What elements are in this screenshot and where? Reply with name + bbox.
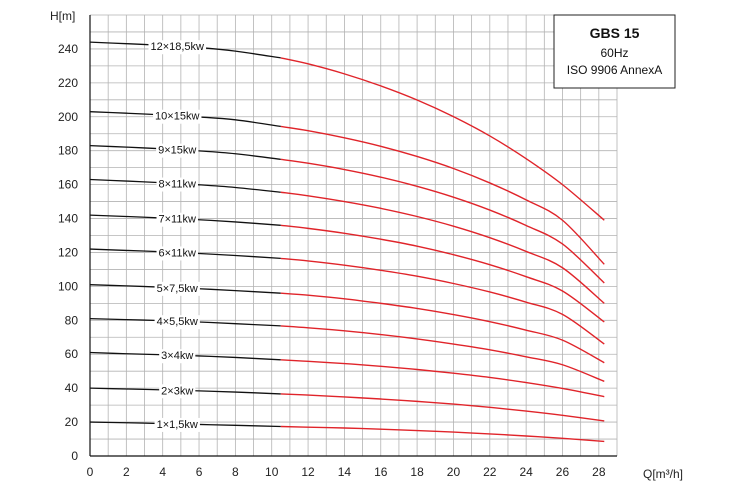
y-tick-label: 180: [58, 144, 78, 158]
curve-label: 12×18,5kw: [150, 41, 204, 53]
curve-label: 7×11kw: [159, 214, 196, 226]
curve-operating-range-segment: [280, 125, 605, 265]
chart-subtitle-standard: ISO 9906 AnnexA: [567, 63, 662, 77]
curve-label-background: [156, 246, 198, 261]
y-tick-label: 80: [65, 313, 79, 327]
curve-operating-range-segment: [280, 191, 605, 304]
x-tick-label: 14: [338, 465, 352, 479]
curve-operating-range-segment: [280, 292, 605, 364]
y-tick-label: 0: [71, 449, 78, 463]
curve-operating-range-segment: [280, 359, 605, 398]
y-tick-label: 100: [58, 279, 78, 293]
x-axis-title: Q[m³/h]: [643, 467, 683, 481]
grid: [89, 14, 618, 457]
x-tick-label: 10: [265, 465, 279, 479]
chart-subtitle-frequency: 60Hz: [600, 46, 628, 60]
curve-operating-range-segment: [280, 425, 605, 443]
y-tick-label: 220: [58, 76, 78, 90]
y-tick-label: 240: [58, 42, 78, 56]
x-tick-label: 20: [447, 465, 461, 479]
curve-label-background: [156, 212, 198, 227]
curve-label: 2×3kw: [161, 385, 193, 397]
curve-operating-range-segment: [280, 325, 605, 383]
curve-label-background: [154, 417, 200, 432]
curve-operating-range-segment: [280, 158, 605, 284]
curve-operating-range-segment: [280, 257, 605, 345]
curves: [89, 41, 605, 443]
y-tick-label: 120: [58, 245, 78, 259]
curve-label-background: [156, 143, 199, 158]
y-axis-title: H[m]: [50, 9, 75, 23]
curve-label: 3×4kw: [161, 350, 193, 362]
curve-label-background: [148, 40, 207, 55]
curve-label: 1×1,5kw: [157, 419, 198, 431]
x-tick-label: 16: [374, 465, 388, 479]
y-tick-label: 60: [65, 347, 79, 361]
y-tick-label: 160: [58, 178, 78, 192]
x-tick-label: 4: [159, 465, 166, 479]
legend-box: GBS 15 60Hz ISO 9906 AnnexA: [553, 14, 676, 89]
y-tick-label: 140: [58, 212, 78, 226]
x-tick-label: 24: [519, 465, 533, 479]
x-tick-label: 8: [232, 465, 239, 479]
x-tick-label: 2: [123, 465, 130, 479]
x-tick-label: 18: [410, 465, 424, 479]
curve-label-background: [159, 384, 196, 399]
curve-label-background: [156, 177, 198, 192]
curve-label: 4×5,5kw: [157, 316, 198, 328]
curve-label: 9×15kw: [158, 145, 196, 157]
curve-label: 8×11kw: [159, 179, 196, 191]
y-tick-label: 200: [58, 110, 78, 124]
curve-label-background: [154, 281, 200, 296]
curve-label-background: [154, 315, 200, 330]
x-tick-label: 0: [87, 465, 94, 479]
curve-labels: 1×1,5kw 2×3kw 3×4kw 4×5,5kw 5×7,5kw 6×11kw 7×1…: [148, 40, 207, 432]
curve-label-background: [159, 349, 196, 364]
curve-label-background: [153, 109, 202, 124]
legend-frame: [553, 14, 676, 89]
x-tick-label: 12: [301, 465, 315, 479]
x-tick-label: 28: [592, 465, 606, 479]
chart-title: GBS 15: [590, 25, 640, 41]
curve-operating-range-segment: [280, 224, 605, 323]
curve-operating-range-segment: [280, 393, 605, 422]
curve-label: 6×11kw: [159, 247, 196, 259]
axes: 0 2 4 6 8 10 12 14 16 18 20 22 24 26 28020406080100120…: [58, 15, 617, 479]
x-tick-label: 22: [483, 465, 497, 479]
curve-operating-range-segment: [280, 57, 605, 221]
x-tick-label: 6: [196, 465, 203, 479]
curve-label: 5×7,5kw: [157, 283, 198, 295]
curve-label: 10×15kw: [155, 111, 199, 123]
x-tick-label: 26: [556, 465, 570, 479]
y-tick-label: 20: [65, 415, 79, 429]
y-tick-label: 40: [65, 381, 79, 395]
